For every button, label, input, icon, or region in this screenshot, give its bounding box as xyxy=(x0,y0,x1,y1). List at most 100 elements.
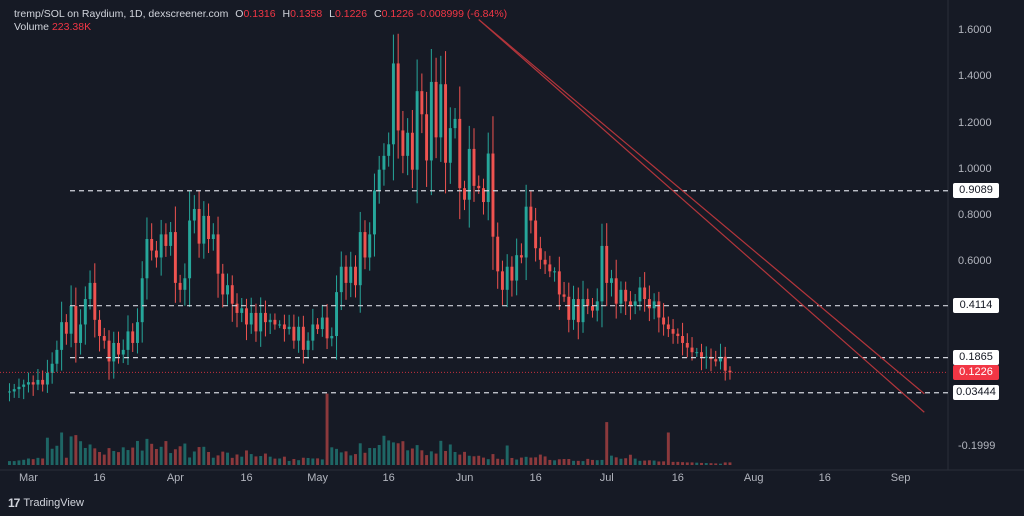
volume-bar xyxy=(117,452,120,465)
volume-bar xyxy=(463,451,466,465)
open-label: O xyxy=(235,8,244,20)
volume-bar xyxy=(685,462,689,465)
volume-bar xyxy=(36,457,40,465)
candle-body xyxy=(8,391,11,393)
candle-body xyxy=(69,305,73,334)
candle-body xyxy=(64,322,68,334)
candle-body xyxy=(74,305,78,343)
candle-body xyxy=(704,356,708,358)
x-tick-label: 16 xyxy=(671,472,684,484)
volume-bar xyxy=(467,455,471,465)
level-price-tag: 0.9089 xyxy=(953,183,999,199)
high-label: H xyxy=(282,8,291,20)
volume-bar xyxy=(624,458,628,465)
candle-body xyxy=(619,289,623,304)
volume-bar xyxy=(154,449,158,465)
volume-bar xyxy=(292,459,296,465)
volume-bar xyxy=(12,461,16,465)
candle-body xyxy=(638,287,642,302)
candle-body xyxy=(159,234,163,258)
last-price-tag: 0.1226 xyxy=(953,364,999,380)
volume-bar xyxy=(107,448,111,465)
volume-bar xyxy=(633,458,637,465)
candle-body xyxy=(458,118,462,189)
x-tick-label: 16 xyxy=(93,472,106,484)
volume-bar xyxy=(278,458,282,465)
volume-bar xyxy=(112,450,116,465)
volume-bar xyxy=(500,459,504,465)
volume-bar xyxy=(245,450,248,465)
candle-body xyxy=(519,255,523,258)
volume-bar xyxy=(387,440,391,465)
candle-body xyxy=(301,326,305,350)
volume-bar xyxy=(216,455,220,465)
candle-body xyxy=(316,324,320,330)
y-tick-label: 1.6000 xyxy=(958,24,992,37)
candle-body xyxy=(131,331,135,343)
candle-body xyxy=(268,319,272,323)
candle-body xyxy=(150,239,154,251)
volume-bar xyxy=(50,448,54,465)
candle-body xyxy=(453,118,457,129)
volume-bar xyxy=(704,463,708,465)
volume-bar xyxy=(728,462,732,465)
volume-bar xyxy=(444,450,448,465)
tradingview-brand[interactable]: 17 TradingView xyxy=(8,496,84,510)
trendline xyxy=(478,19,925,395)
candle-body xyxy=(320,317,324,330)
candle-body xyxy=(382,155,386,170)
candle-body xyxy=(406,132,410,156)
candle-body xyxy=(477,185,481,189)
candle-body xyxy=(425,114,429,161)
volume-bar xyxy=(619,458,623,465)
candle-body xyxy=(491,153,495,237)
candle-body xyxy=(306,340,310,350)
candle-body xyxy=(363,232,367,258)
volume-bar xyxy=(22,459,26,465)
volume-bar xyxy=(524,456,528,465)
volume-bar xyxy=(723,462,727,465)
candle-body xyxy=(121,349,125,355)
candle-body xyxy=(510,266,514,281)
volume-bar xyxy=(344,451,348,465)
volume-bar xyxy=(425,455,429,465)
candle-body xyxy=(164,234,168,246)
candle-body xyxy=(278,324,282,326)
volume-bar xyxy=(354,454,357,465)
x-tick-label: 16 xyxy=(529,472,542,484)
x-tick-label: 16 xyxy=(240,472,253,484)
candle-body xyxy=(591,305,594,311)
ohlc-header: tremp/SOL on Raydium, 1D, dexscreener.co… xyxy=(14,8,507,34)
volume-bar xyxy=(226,452,229,465)
volume-bar xyxy=(529,457,533,465)
volume-bar xyxy=(448,444,452,465)
close-label: C xyxy=(374,8,382,20)
volume-bar xyxy=(126,450,130,465)
candle-body xyxy=(169,232,173,246)
candle-body xyxy=(41,379,45,385)
volume-bar xyxy=(169,453,173,465)
candle-body xyxy=(249,312,253,325)
volume-bar xyxy=(534,457,538,465)
candle-body xyxy=(666,324,670,330)
volume-bar xyxy=(486,459,490,465)
candle-body xyxy=(439,84,443,138)
volume-bar xyxy=(135,440,139,465)
volume-bar xyxy=(202,446,206,465)
candle-body xyxy=(633,301,637,306)
open-value: 0.1316 xyxy=(243,8,276,20)
volume-bar xyxy=(164,441,168,465)
volume-bar xyxy=(401,441,405,465)
candle-body xyxy=(586,299,590,306)
level-price-tag: 0.1865 xyxy=(953,350,999,366)
candle-body xyxy=(354,266,357,286)
volume-bar xyxy=(221,451,225,465)
candle-body xyxy=(93,282,97,320)
candle-body xyxy=(60,322,64,350)
candle-body xyxy=(500,271,504,290)
volume-bar xyxy=(207,452,211,465)
volume-bar xyxy=(69,436,73,465)
volume-bar xyxy=(695,462,699,465)
volume-bar xyxy=(548,459,552,465)
